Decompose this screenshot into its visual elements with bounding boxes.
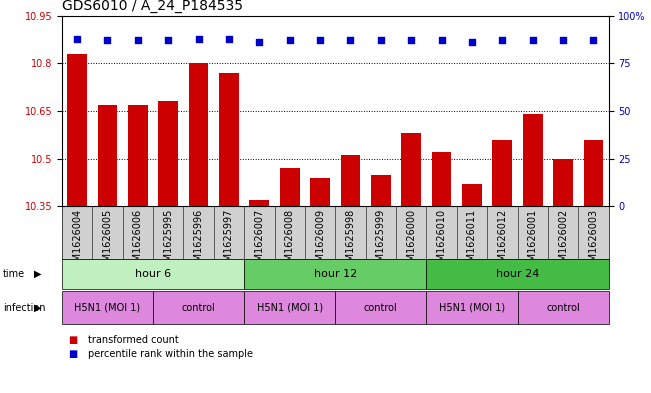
Bar	[67, 54, 87, 206]
Bar	[311, 178, 330, 206]
Bar	[219, 73, 239, 206]
Text: H5N1 (MOI 1): H5N1 (MOI 1)	[74, 303, 141, 312]
Text: hour 24: hour 24	[496, 269, 539, 279]
Text: hour 6: hour 6	[135, 269, 171, 279]
Point	[345, 37, 355, 44]
Bar	[553, 159, 573, 206]
Point	[193, 35, 204, 42]
Text: ▶: ▶	[34, 303, 42, 312]
Point	[589, 37, 599, 44]
Bar	[340, 156, 361, 206]
Point	[558, 37, 568, 44]
Text: transformed count: transformed count	[88, 335, 178, 345]
Text: H5N1 (MOI 1): H5N1 (MOI 1)	[439, 303, 505, 312]
Text: hour 12: hour 12	[314, 269, 357, 279]
Text: ■: ■	[68, 335, 77, 345]
Point	[315, 37, 326, 44]
Text: GDS6010 / A_24_P184535: GDS6010 / A_24_P184535	[62, 0, 243, 13]
Point	[102, 37, 113, 44]
Point	[224, 35, 234, 42]
Point	[163, 37, 173, 44]
Text: infection: infection	[3, 303, 46, 312]
Text: ▶: ▶	[34, 269, 42, 279]
Bar	[249, 200, 270, 206]
Bar	[583, 140, 603, 206]
Bar	[371, 174, 391, 206]
Text: control: control	[546, 303, 580, 312]
Text: H5N1 (MOI 1): H5N1 (MOI 1)	[256, 303, 323, 312]
Bar	[158, 101, 178, 206]
Point	[284, 37, 295, 44]
Point	[527, 37, 538, 44]
Bar	[280, 168, 299, 206]
Point	[406, 37, 417, 44]
Text: control: control	[182, 303, 215, 312]
Bar	[189, 63, 208, 206]
Bar	[128, 105, 148, 206]
Point	[376, 37, 386, 44]
Text: time: time	[3, 269, 25, 279]
Text: ■: ■	[68, 349, 77, 359]
Bar	[462, 184, 482, 206]
Bar	[523, 114, 542, 206]
Point	[72, 35, 82, 42]
Text: percentile rank within the sample: percentile rank within the sample	[88, 349, 253, 359]
Point	[497, 37, 508, 44]
Point	[133, 37, 143, 44]
Bar	[98, 105, 117, 206]
Point	[254, 39, 264, 46]
Text: control: control	[364, 303, 398, 312]
Point	[467, 39, 477, 46]
Point	[436, 37, 447, 44]
Bar	[492, 140, 512, 206]
Bar	[432, 152, 452, 206]
Bar	[401, 133, 421, 206]
